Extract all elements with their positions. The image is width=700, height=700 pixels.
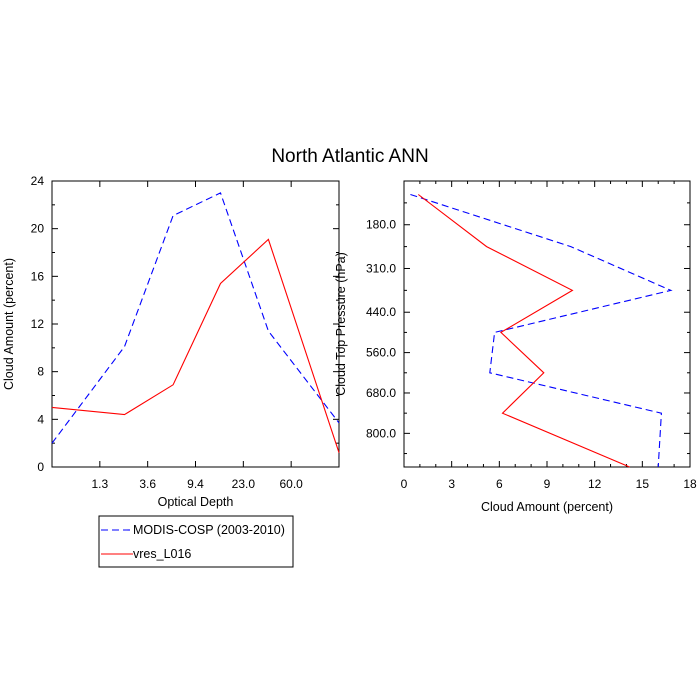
left-x-axis-label: Optical Depth [158,495,234,509]
left-x-tick-label: 60.0 [279,477,303,491]
left-y-tick-label: 8 [37,365,44,379]
right-x-tick-label: 3 [448,477,455,491]
chart-title: North Atlantic ANN [271,146,428,167]
legend-label-0: MODIS-COSP (2003-2010) [133,523,285,537]
right-x-tick-label: 12 [588,477,602,491]
right-plot-frame [403,180,691,468]
left-x-tick-label: 3.6 [139,477,156,491]
right-x-tick-label: 15 [636,477,650,491]
left-x-tick-label: 9.4 [187,477,204,491]
right-y-tick-label: 800.0 [366,426,396,440]
left-series-line-0 [51,192,340,444]
right-x-tick-label: 6 [496,477,503,491]
legend-box [98,515,294,568]
legend-label-1: vres_L016 [133,547,191,561]
right-y-tick-label: 440.0 [366,305,396,319]
left-y-tick-label: 4 [37,412,44,426]
right-x-tick-label: 9 [544,477,551,491]
left-y-tick-label: 24 [31,174,45,188]
left-y-tick-label: 12 [31,317,45,331]
right-x-tick-label: 0 [401,477,408,491]
right-series-line-1 [417,194,630,468]
right-y-tick-label: 560.0 [366,346,396,360]
right-y-tick-label: 680.0 [366,386,396,400]
left-y-tick-label: 0 [37,460,44,474]
left-x-tick-label: 1.3 [91,477,108,491]
left-y-tick-label: 20 [31,222,45,236]
left-y-axis-label: Cloud Amount (percent) [2,258,16,390]
left-y-tick-label: 16 [31,269,45,283]
right-y-tick-label: 310.0 [366,261,396,275]
left-x-tick-label: 23.0 [232,477,256,491]
left-series-line-1 [51,238,340,453]
right-series-line-0 [410,193,673,468]
right-x-tick-label: 18 [683,477,697,491]
right-y-axis-label: Cloud Top Pressure (hPa) [334,252,348,396]
right-y-tick-label: 180.0 [366,218,396,232]
right-x-axis-label: Cloud Amount (percent) [481,500,613,514]
